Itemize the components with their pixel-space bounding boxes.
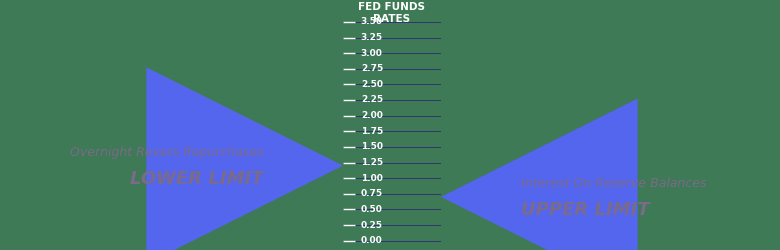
Text: 1.50: 1.50 xyxy=(360,142,383,151)
Text: FED FUNDS: FED FUNDS xyxy=(359,2,425,12)
Text: 1.75: 1.75 xyxy=(360,127,383,136)
Text: 3.50: 3.50 xyxy=(360,18,383,26)
Text: RATES: RATES xyxy=(374,14,410,24)
Text: 2.25: 2.25 xyxy=(360,96,383,104)
Text: 0.00: 0.00 xyxy=(360,236,382,245)
Text: 0.25: 0.25 xyxy=(360,220,383,230)
Text: 0.75: 0.75 xyxy=(360,189,383,198)
Text: 3.25: 3.25 xyxy=(360,33,383,42)
Text: UPPER LIMIT: UPPER LIMIT xyxy=(521,201,649,219)
Text: LOWER LIMIT: LOWER LIMIT xyxy=(129,170,263,188)
Text: 1.25: 1.25 xyxy=(360,158,383,167)
Text: 2.75: 2.75 xyxy=(360,64,383,73)
Text: Overnight Revers Repurchases: Overnight Revers Repurchases xyxy=(69,146,263,159)
Text: 2.00: 2.00 xyxy=(360,111,383,120)
Text: 2.50: 2.50 xyxy=(360,80,383,89)
Text: 3.00: 3.00 xyxy=(360,48,383,58)
Text: 0.50: 0.50 xyxy=(360,205,383,214)
Text: Interest On Reserve Balances: Interest On Reserve Balances xyxy=(521,178,706,190)
Text: 1.00: 1.00 xyxy=(360,174,383,182)
